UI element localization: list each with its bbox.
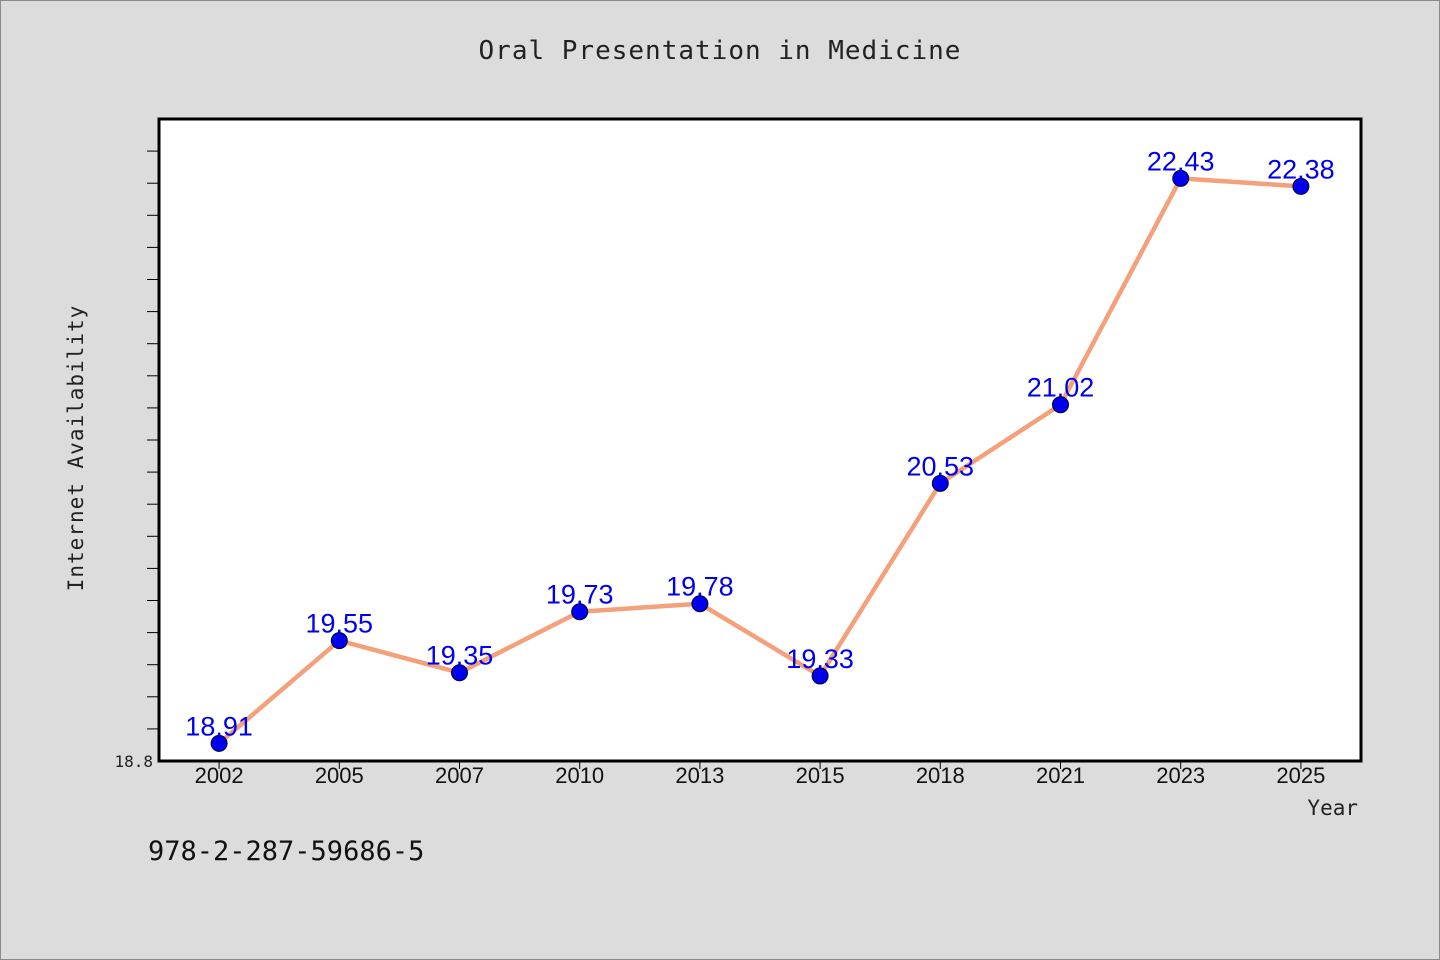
data-label-layer: 18.91 19.55 19.35 19.73 19.78 19.33 20.53 21.02… bbox=[185, 146, 1334, 741]
series-layer bbox=[216, 176, 1304, 746]
data-label: 19.33 bbox=[786, 644, 854, 674]
x-tick-label: 2021 bbox=[1036, 763, 1085, 788]
data-point bbox=[330, 632, 348, 650]
y-axis-ticks: 18.8 bbox=[114, 150, 159, 771]
data-label: 20.53 bbox=[907, 451, 975, 481]
data-label: 22.43 bbox=[1147, 146, 1215, 176]
data-point bbox=[571, 603, 589, 621]
plot-border bbox=[157, 117, 1363, 763]
x-tick-label: 2007 bbox=[435, 763, 484, 788]
data-label: 21.02 bbox=[1027, 373, 1095, 403]
x-tick-label: 2015 bbox=[796, 763, 845, 788]
x-tick-label: 2002 bbox=[195, 763, 244, 788]
x-tick-label: 2010 bbox=[555, 763, 604, 788]
marker-layer bbox=[210, 169, 1310, 752]
data-label: 22.38 bbox=[1267, 154, 1335, 184]
data-point bbox=[451, 664, 468, 682]
data-point bbox=[1052, 396, 1069, 414]
x-tick-label: 2025 bbox=[1276, 763, 1325, 788]
x-tick-label: 2023 bbox=[1156, 763, 1205, 788]
data-point bbox=[210, 734, 228, 752]
plot-area bbox=[159, 119, 1361, 761]
data-point bbox=[1292, 177, 1310, 195]
data-point bbox=[1172, 169, 1190, 187]
data-label: 19.35 bbox=[426, 641, 494, 671]
x-tick-label: 2005 bbox=[315, 763, 364, 788]
data-point bbox=[931, 474, 949, 492]
footer-id-text: 978-2-287-59686-5 bbox=[148, 836, 425, 867]
data-label: 19.73 bbox=[546, 580, 614, 610]
data-label: 18.91 bbox=[185, 711, 253, 741]
x-axis-label: Year bbox=[1307, 796, 1358, 820]
data-point bbox=[811, 667, 829, 685]
y-tick-label: 18.8 bbox=[114, 752, 153, 771]
series-line bbox=[216, 176, 1304, 746]
data-point bbox=[691, 595, 709, 613]
chart-title: Oral Presentation in Medicine bbox=[478, 36, 962, 66]
x-tick-label: 2013 bbox=[675, 763, 724, 788]
data-label: 19.55 bbox=[306, 609, 374, 639]
x-tick-label: 2018 bbox=[916, 763, 965, 788]
data-label: 19.78 bbox=[666, 572, 734, 602]
x-axis-ticks: 2002 2005 2007 2010 2013 2015 2018 2021 2023 2025 bbox=[195, 761, 1325, 788]
